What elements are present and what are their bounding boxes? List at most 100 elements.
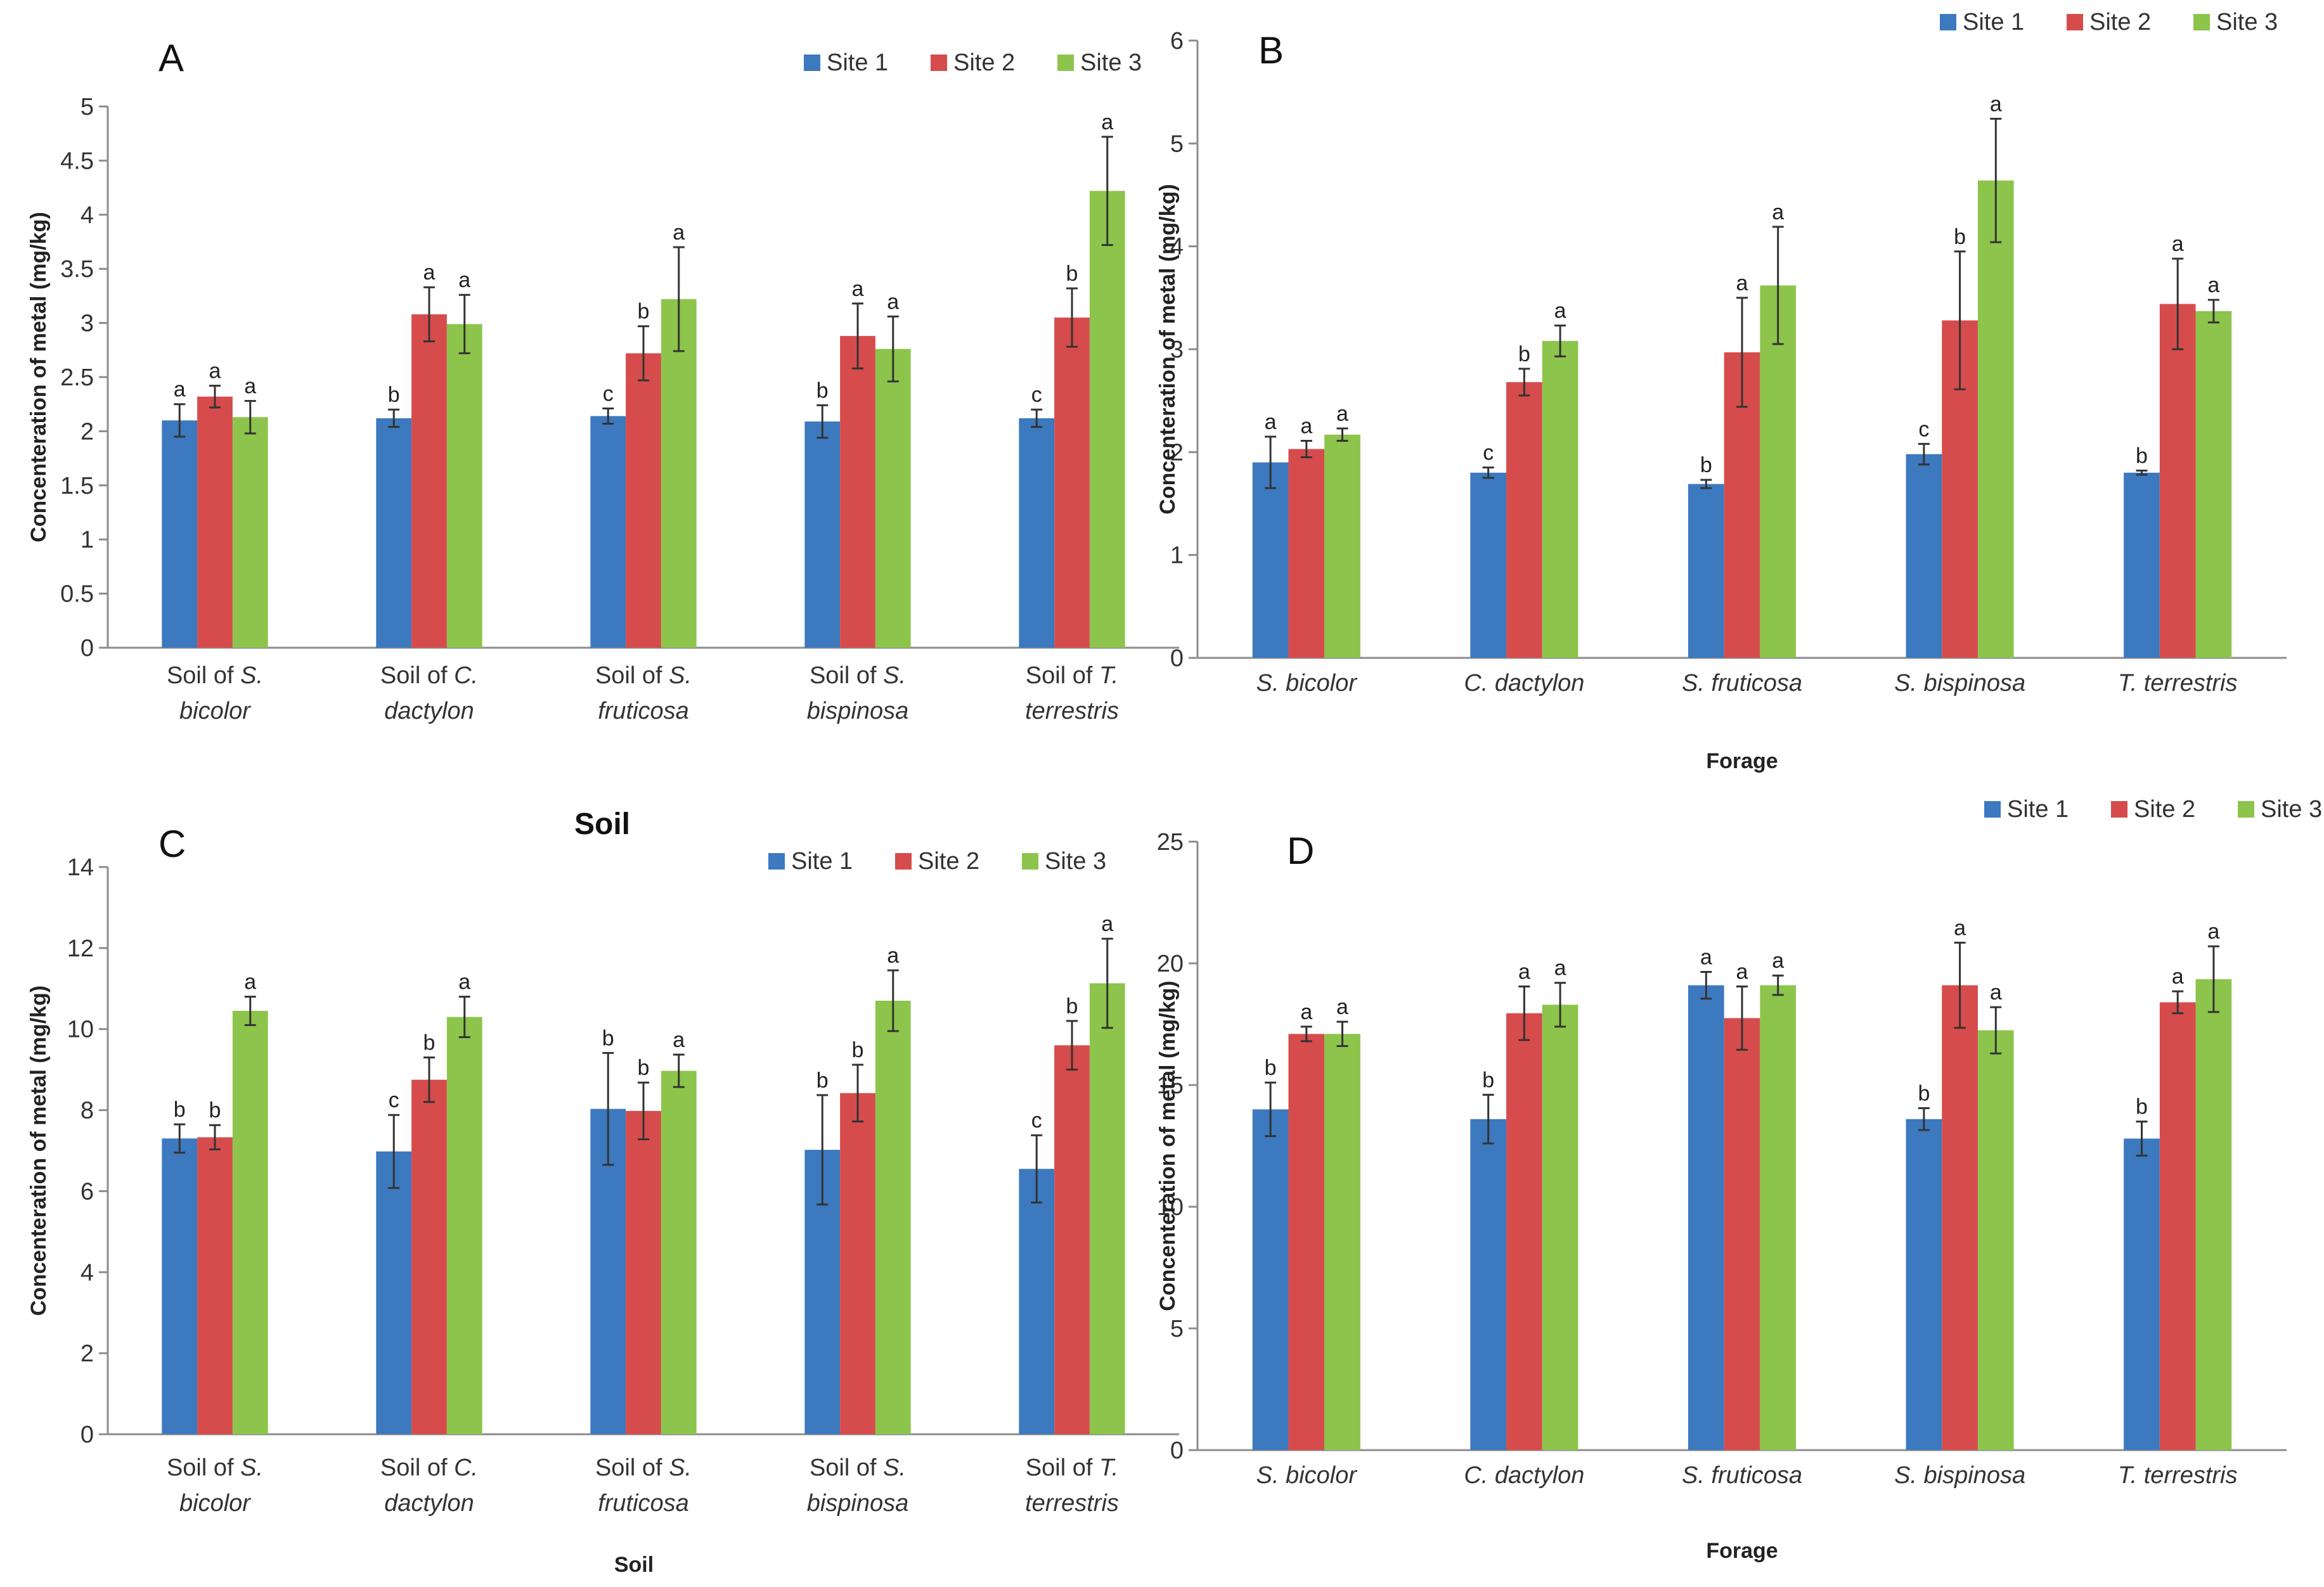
- significance-letter: a: [1336, 995, 1348, 1019]
- x-category-label-line2: fruticosa: [598, 698, 689, 724]
- y-tick-label: 0: [81, 635, 94, 662]
- chart-panel-b: 0 1 2 3 4 5 6 Concenteration of metal (mg/kg) a c…: [1156, 9, 2287, 773]
- y-tick-label: 25: [1157, 829, 1184, 856]
- x-category-label: Soil of S.: [595, 662, 692, 689]
- significance-letter: a: [174, 378, 186, 402]
- y-tick-label: 3: [1170, 337, 1184, 363]
- significance-letter: c: [1031, 383, 1042, 407]
- bar-site2-cat1: [197, 1137, 233, 1434]
- x-category-label-line2: dactylon: [384, 1490, 474, 1517]
- bar-site2-cat4: [840, 336, 875, 648]
- x-axis-title: Forage: [1706, 1539, 1778, 1563]
- bar-site3-cat5: [1089, 191, 1125, 648]
- significance-letter: a: [852, 277, 864, 301]
- legend-label: Site 3: [2216, 9, 2278, 35]
- significance-letter: a: [887, 290, 899, 314]
- y-tick-label: 15: [1157, 1072, 1184, 1099]
- bar-site2-cat2: [411, 1079, 447, 1434]
- bar-site3-cat4: [875, 349, 911, 648]
- bar-site1-cat2: [1470, 472, 1507, 658]
- x-category-label-line2: terrestris: [1025, 1490, 1119, 1517]
- significance-letter: b: [1700, 453, 1712, 477]
- y-tick-label: 4: [81, 202, 94, 229]
- bar-site3-cat1: [232, 1010, 268, 1434]
- significance-letter: c: [389, 1088, 399, 1112]
- significance-letter: b: [817, 378, 829, 402]
- x-category-label: Soil of S.: [167, 662, 263, 689]
- bar-site3-cat5: [2195, 311, 2232, 659]
- legend-label: Site 1: [827, 49, 888, 76]
- significance-letter: b: [638, 300, 650, 324]
- legend-swatch: [931, 55, 947, 71]
- x-category-label: C. dactylon: [1464, 670, 1584, 697]
- bar-site1-cat5: [2124, 472, 2160, 658]
- y-tick-label: 20: [1157, 951, 1184, 977]
- legend-swatch: [1022, 853, 1038, 870]
- x-category-label-line2: dactylon: [384, 698, 474, 724]
- bar-site3-cat4: [875, 1000, 911, 1434]
- legend: Site 1 Site 2 Site 3: [804, 49, 1142, 76]
- significance-letter: a: [1990, 980, 2002, 1005]
- x-axis-title: Soil: [614, 1553, 654, 1577]
- legend-label: Site 2: [2089, 9, 2151, 35]
- legend-swatch: [2111, 801, 2127, 818]
- y-tick-label: 4: [81, 1259, 94, 1286]
- y-tick-label: 0: [1170, 1437, 1184, 1464]
- significance-letter: a: [2172, 232, 2184, 256]
- x-category-label: S. bicolor: [1256, 670, 1358, 697]
- x-category-label-line2: bispinosa: [807, 1490, 909, 1517]
- significance-letter: b: [209, 1098, 221, 1122]
- y-tick-label: 10: [67, 1017, 94, 1043]
- significance-letter: a: [887, 944, 899, 968]
- bar-site2-cat2: [411, 314, 447, 648]
- significance-letter: c: [603, 382, 614, 406]
- panel-letter: A: [158, 37, 184, 79]
- significance-letter: a: [2207, 273, 2219, 297]
- legend-label: Site 3: [1045, 848, 1106, 875]
- bar-site3-cat5: [2195, 979, 2232, 1450]
- x-category-label: T. terrestris: [2118, 1462, 2238, 1489]
- x-category-label-line2: terrestris: [1025, 698, 1119, 724]
- bar-site1-cat4: [1906, 1119, 1942, 1450]
- bar-site3-cat4: [1977, 180, 2014, 659]
- significance-letter: b: [1954, 225, 1966, 249]
- x-category-label: S. fruticosa: [1682, 1462, 1802, 1489]
- bar-site1-cat3: [1688, 484, 1724, 658]
- significance-letter: a: [209, 359, 221, 383]
- bar-site1-cat2: [376, 1151, 412, 1434]
- significance-letter: b: [638, 1056, 650, 1080]
- y-tick-label: 14: [67, 854, 94, 881]
- bar-site1-cat3: [1688, 985, 1724, 1450]
- panel-letter: D: [1287, 830, 1314, 872]
- y-tick-label: 0: [81, 1422, 94, 1448]
- y-axis-title: Concenteration of metal (mg/kg): [27, 986, 51, 1316]
- legend-swatch: [2067, 14, 2083, 30]
- y-tick-label: 0.5: [60, 581, 94, 608]
- bar-site2-cat1: [197, 396, 233, 648]
- bar-site2-cat1: [1288, 1034, 1325, 1450]
- bar-site2-cat3: [626, 1110, 661, 1434]
- bar-site3-cat3: [661, 1070, 697, 1434]
- significance-letter: a: [1518, 960, 1530, 984]
- significance-letter: a: [1736, 960, 1748, 984]
- bar-site1-cat5: [1019, 1169, 1055, 1434]
- bar-site2-cat2: [1506, 382, 1542, 658]
- bar-site3-cat3: [661, 299, 697, 648]
- legend-swatch: [804, 55, 820, 71]
- significance-letter: b: [1518, 342, 1530, 366]
- significance-letter: a: [1265, 410, 1277, 434]
- legend-swatch: [2238, 801, 2254, 818]
- y-axis-title: Concenteration of metal (mg/kg): [27, 212, 51, 542]
- significance-letter: b: [817, 1069, 829, 1093]
- significance-letter: a: [423, 260, 436, 285]
- y-tick-label: 2: [81, 418, 94, 445]
- legend-label: Site 1: [791, 848, 853, 875]
- bar-site1-cat1: [162, 420, 198, 648]
- y-tick-label: 1.5: [60, 473, 94, 499]
- significance-letter: a: [1300, 1000, 1312, 1024]
- y-tick-label: 2: [1170, 439, 1184, 466]
- bar-site3-cat5: [1089, 983, 1125, 1434]
- legend: Site 1 Site 2 Site 3: [1940, 9, 2278, 35]
- y-tick-label: 12: [67, 935, 94, 962]
- bar-site3-cat1: [1324, 1034, 1360, 1450]
